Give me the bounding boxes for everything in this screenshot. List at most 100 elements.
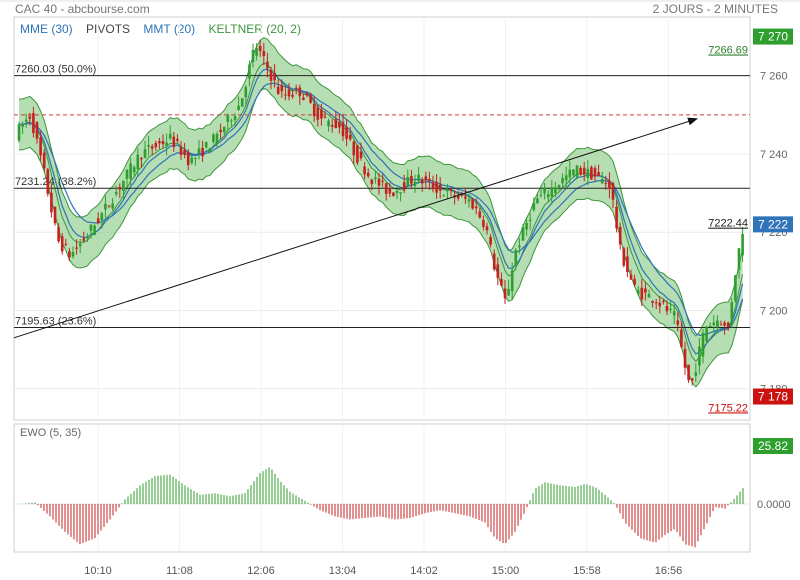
candle-body — [46, 169, 50, 194]
candle-body — [168, 133, 172, 139]
candle-body — [489, 236, 492, 245]
candle-body — [446, 189, 449, 192]
candle-body — [435, 182, 438, 193]
candle-body — [676, 320, 680, 325]
candle-body — [600, 178, 604, 184]
candle-body — [64, 243, 68, 245]
candle-body — [626, 256, 629, 273]
candle-body — [399, 192, 402, 194]
candle-body — [248, 64, 251, 79]
candle-body — [546, 194, 550, 198]
candle-body — [629, 274, 633, 280]
candle-body — [284, 94, 287, 96]
pivot-label: 7260.03 (50.0%) — [15, 64, 96, 76]
candle-body — [24, 119, 28, 122]
candle-body — [680, 329, 683, 347]
candle-body — [366, 172, 370, 177]
candle-body — [266, 61, 269, 69]
candle-body — [672, 311, 676, 316]
candle-body — [525, 223, 528, 230]
candle-body — [35, 122, 39, 139]
candle-body — [201, 147, 204, 157]
x-tick-label: 12:06 — [247, 565, 275, 577]
candle-body — [388, 187, 392, 194]
x-tick-label: 13:04 — [329, 565, 357, 577]
candle-body — [96, 218, 100, 224]
candle-body — [424, 176, 428, 181]
candle-body — [467, 199, 471, 202]
candle-body — [302, 97, 305, 101]
candle-body — [543, 188, 546, 194]
candle-body — [518, 245, 521, 248]
candle-body — [604, 183, 608, 185]
candle-body — [176, 138, 179, 141]
candle-body — [165, 142, 168, 146]
candle-body — [75, 247, 78, 249]
candle-body — [111, 203, 114, 209]
legend-mme[interactable]: MME (30) — [20, 22, 73, 36]
legend-mmt[interactable]: MMT (20) — [143, 22, 196, 36]
candle-body — [582, 167, 586, 175]
candle-body — [384, 183, 388, 194]
candle-body — [219, 129, 222, 132]
candle-body — [741, 233, 744, 256]
legend-keltner[interactable]: KELTNER (20, 2) — [208, 22, 301, 36]
candle-body — [708, 325, 712, 328]
candle-body — [280, 85, 284, 92]
candle-body — [413, 181, 417, 186]
candle-body — [312, 103, 316, 117]
ewo-value-badge-label: 25.82 — [758, 439, 788, 453]
candle-body — [190, 157, 194, 163]
candle-body — [420, 179, 424, 184]
candle-body — [352, 141, 356, 156]
candle-body — [330, 125, 334, 127]
candle-body — [593, 168, 597, 177]
candle-body — [136, 154, 140, 170]
candle-body — [316, 107, 320, 120]
price-axis-badge-label: 7 270 — [758, 30, 788, 44]
candle-body — [539, 194, 543, 196]
candle-body — [107, 205, 111, 207]
candle-body — [359, 151, 363, 159]
ewo-panel-label: EWO (5, 35) — [20, 427, 82, 439]
candle-body — [683, 349, 687, 368]
candle-body — [618, 226, 622, 245]
candle-body — [104, 203, 107, 210]
price-axis-badge — [753, 388, 793, 405]
candle-body — [32, 113, 35, 134]
price-axis-badge — [753, 216, 793, 233]
keltner-lower-line — [18, 87, 744, 388]
candle-body — [348, 135, 352, 140]
legend-pivots[interactable]: PIVOTS — [86, 22, 131, 36]
candle-body — [636, 290, 640, 295]
candle-body — [712, 322, 716, 325]
candle-body — [158, 141, 161, 144]
candle-body — [129, 163, 132, 179]
candle-body — [431, 182, 435, 190]
candle-body — [665, 305, 669, 312]
candle-body — [305, 93, 309, 96]
candle-body — [647, 294, 651, 298]
candle-body — [442, 195, 446, 197]
candle-body — [417, 174, 420, 181]
candle-body — [86, 236, 89, 239]
candle-body — [723, 322, 726, 326]
candle-body — [471, 199, 474, 209]
candle-body — [154, 143, 158, 148]
candle-body — [269, 69, 273, 81]
candle-body — [298, 87, 302, 97]
candle-body — [456, 195, 460, 199]
candle-body — [226, 114, 230, 123]
candle-body — [42, 152, 46, 169]
candle-body — [60, 236, 64, 252]
candle-body — [82, 238, 86, 241]
candle-body — [320, 109, 323, 119]
pivot-label: 7231.24 (38.2%) — [15, 176, 96, 188]
candle-body — [68, 251, 71, 258]
candle-body — [687, 364, 690, 381]
candle-body — [276, 86, 280, 94]
candle-body — [694, 372, 698, 376]
candle-body — [50, 192, 53, 213]
